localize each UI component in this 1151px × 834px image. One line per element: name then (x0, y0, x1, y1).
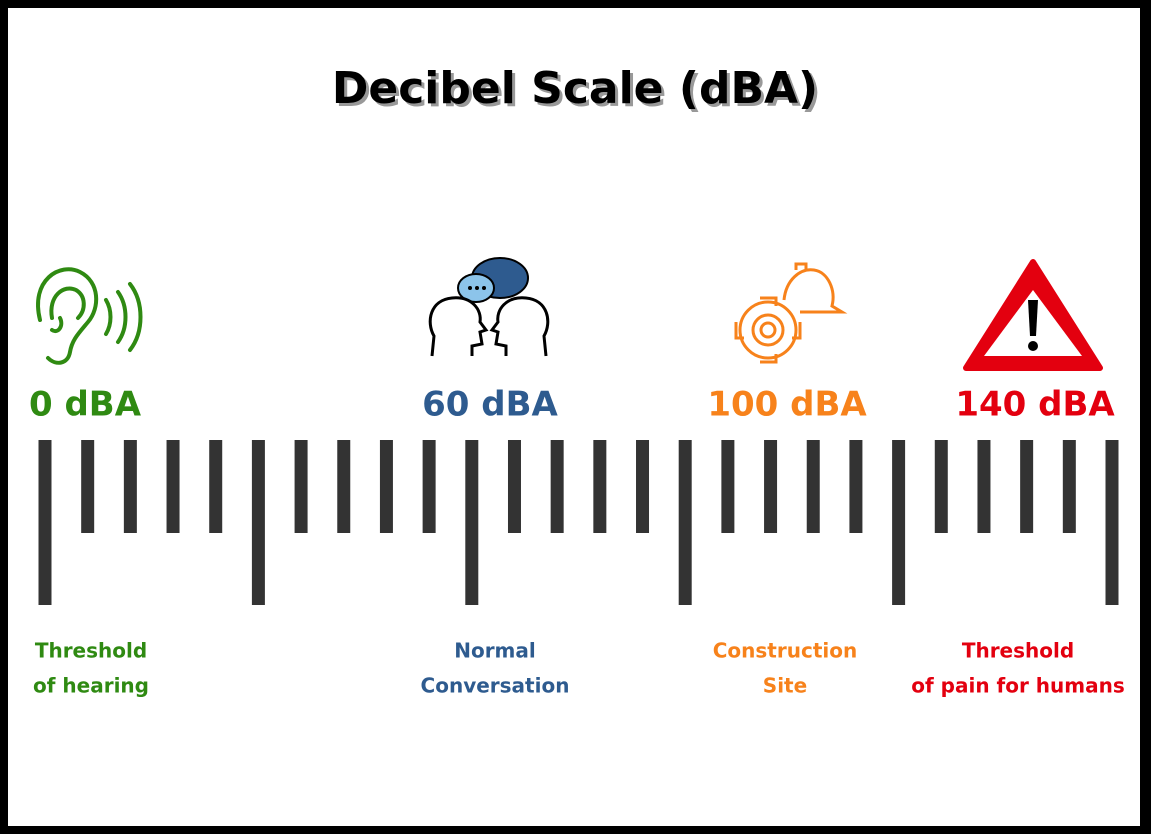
level-caption: Threshold (35, 639, 147, 663)
construction-icon (734, 262, 848, 364)
ruler-minor-tick (977, 440, 991, 533)
level-label: 0 dBA (29, 385, 142, 425)
ruler-minor-tick (593, 440, 607, 533)
level-caption: Normal (454, 639, 536, 663)
background (8, 8, 1140, 826)
level-caption: Threshold (962, 639, 1074, 663)
conversation-icon (428, 257, 550, 357)
ruler-minor-tick (166, 440, 180, 533)
ruler-minor-tick (934, 440, 948, 533)
ruler-minor-tick (806, 440, 820, 533)
level-label: 100 dBA (707, 385, 867, 425)
ruler-minor-tick (1062, 440, 1076, 533)
ruler-minor-tick (209, 440, 223, 533)
ruler-minor-tick (337, 440, 351, 533)
title: Decibel Scale (dBA) (332, 63, 818, 114)
ruler-major-tick (251, 440, 265, 605)
level-caption: Construction (713, 639, 857, 663)
level-label: 140 dBA (955, 385, 1115, 425)
ruler (38, 440, 1119, 605)
ruler-minor-tick (422, 440, 436, 533)
ruler-minor-tick (550, 440, 564, 533)
ruler-minor-tick (294, 440, 308, 533)
ruler-major-tick (38, 440, 52, 605)
level-caption: of hearing (33, 674, 149, 698)
ruler-major-tick (465, 440, 479, 605)
ruler-minor-tick (849, 440, 863, 533)
ruler-minor-tick (721, 440, 735, 533)
ruler-minor-tick (764, 440, 778, 533)
level-caption: of pain for humans (911, 674, 1125, 698)
ruler-major-tick (1105, 440, 1119, 605)
ruler-major-tick (678, 440, 692, 605)
title-shadow: Decibel Scale (dBA) (335, 66, 821, 117)
ruler-major-tick (892, 440, 906, 605)
ruler-minor-tick (123, 440, 137, 533)
ruler-minor-tick (379, 440, 393, 533)
ear-icon (36, 267, 143, 365)
level-label: 60 dBA (422, 385, 558, 425)
warning-icon (963, 259, 1103, 371)
ruler-minor-tick (507, 440, 521, 533)
level-caption: Conversation (421, 674, 570, 698)
ruler-minor-tick (636, 440, 650, 533)
level-caption: Site (763, 674, 807, 698)
ruler-minor-tick (1020, 440, 1034, 533)
ruler-minor-tick (81, 440, 95, 533)
